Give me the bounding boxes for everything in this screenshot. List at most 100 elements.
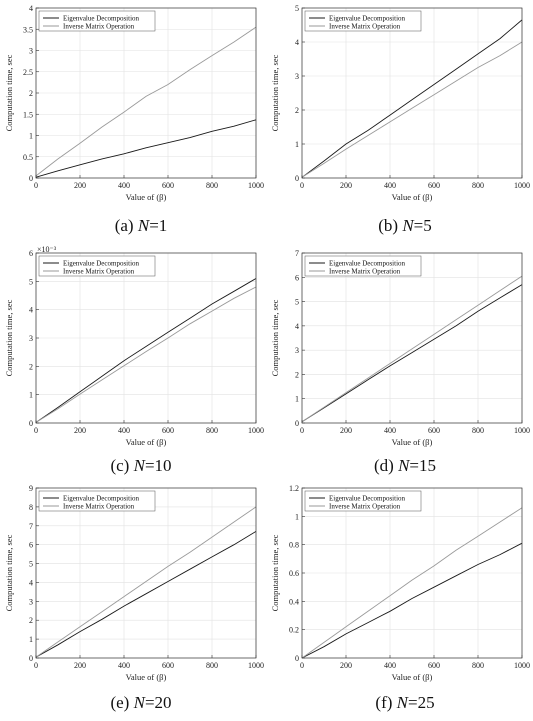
plot-area [36, 488, 256, 658]
x-tick-label: 200 [340, 426, 352, 435]
chart-d-svg: 0 200 400 600 800 1000 0 1 2 3 4 5 6 7 Value of (β) Com… [270, 249, 530, 447]
panel-e: 0 200 400 600 800 1000 0 1 2 3 4 5 6 7 8 9 Value of (β) C… [0, 480, 266, 690]
y-tick-label: 3 [29, 47, 33, 56]
x-tick-label: 600 [162, 426, 174, 435]
y-tick-label: 2.5 [23, 68, 33, 77]
legend-label-2: Inverse Matrix Operation [63, 503, 135, 511]
x-axis-label: Value of (β) [392, 437, 433, 447]
y-tick-label: 7 [295, 249, 299, 258]
axes-box [35, 487, 257, 659]
chart-c-svg: 0 200 400 600 800 1000 0 1 2 3 4 5 6 ×10⁻³ Value of (β… [4, 245, 264, 447]
x-tick-label: 200 [340, 181, 352, 190]
x-tick-label: 800 [472, 661, 484, 670]
legend-box [38, 255, 156, 277]
legend-label-1: Eigenvalue Decomposition [329, 260, 406, 268]
y-tick-label: 1 [29, 132, 33, 141]
axes-box [301, 252, 523, 424]
series-line-1 [301, 19, 523, 178]
y-tick-label: 6 [29, 541, 33, 550]
legend-label-2: Inverse Matrix Operation [63, 268, 135, 276]
series-line-1 [35, 119, 257, 178]
legend-box [304, 490, 422, 512]
y-axis-label: Computation time, sec [4, 534, 14, 611]
y-axis-label: Computation time, sec [4, 299, 14, 376]
y-tick-label: 6 [29, 249, 33, 258]
y-tick-label: 5 [29, 277, 33, 286]
legend-label-1: Eigenvalue Decomposition [329, 495, 406, 503]
panel-b: 0 200 400 600 800 1000 0 1 2 3 4 5 Value of (β) Compu… [266, 0, 532, 210]
x-tick-label: 600 [162, 181, 174, 190]
x-tick-label: 0 [300, 181, 304, 190]
x-axis-label: Value of (β) [392, 672, 433, 682]
x-tick-label: 0 [300, 426, 304, 435]
panel-d: 0 200 400 600 800 1000 0 1 2 3 4 5 6 7 Value of (β) Com… [266, 245, 532, 455]
caption-a: (a) N=1 [114, 216, 168, 235]
y-tick-label: 1.5 [23, 110, 33, 119]
y-tick-label: 1 [295, 512, 299, 521]
x-tick-label: 400 [384, 661, 396, 670]
y-tick-label: 5 [29, 560, 33, 569]
legend-label-1: Eigenvalue Decomposition [329, 15, 406, 23]
x-tick-label: 600 [428, 661, 440, 670]
x-tick-label: 800 [472, 181, 484, 190]
y-tick-label: 4 [29, 4, 33, 13]
y-tick-label: 3.5 [23, 25, 33, 34]
y-tick-label: 1.2 [289, 484, 299, 493]
legend-box [38, 10, 156, 32]
x-tick-label: 1000 [514, 426, 530, 435]
y-tick-label: 4 [29, 578, 33, 587]
y-tick-label: 4 [295, 322, 299, 331]
x-tick-label: 600 [428, 181, 440, 190]
x-tick-label: 1000 [248, 661, 264, 670]
y-axis-label: Computation time, sec [4, 54, 14, 131]
y-tick-label: 4 [29, 306, 33, 315]
y-tick-label: 1 [29, 635, 33, 644]
y-tick-label: 0 [29, 174, 33, 183]
x-axis-label: Value of (β) [392, 192, 433, 202]
y-tick-label: 1 [295, 395, 299, 404]
chart-b-svg: 0 200 400 600 800 1000 0 1 2 3 4 5 Value of (β) Compu… [270, 4, 530, 202]
axes-box [301, 7, 523, 179]
series-line-2 [35, 506, 257, 658]
x-tick-label: 200 [340, 661, 352, 670]
panel-f: 0 200 400 600 800 1000 0 0.2 0.4 0.6 0.8 1 1.2 Value … [266, 480, 532, 690]
legend-label-2: Inverse Matrix Operation [329, 503, 401, 511]
chart-e-svg: 0 200 400 600 800 1000 0 1 2 3 4 5 6 7 8 9 Value of (β) C… [4, 484, 264, 682]
caption-d: (d) N=15 [373, 456, 436, 475]
series-line-1 [35, 278, 257, 423]
series-line-2 [301, 41, 523, 178]
x-tick-label: 800 [206, 661, 218, 670]
x-tick-label: 400 [384, 181, 396, 190]
x-tick-label: 200 [74, 181, 86, 190]
legend-box [304, 255, 422, 277]
x-tick-label: 400 [118, 661, 130, 670]
x-tick-label: 1000 [514, 181, 530, 190]
x-axis-label: Value of (β) [126, 192, 167, 202]
series-line-1 [301, 284, 523, 423]
y-tick-label: 1 [295, 140, 299, 149]
y-tick-label: 1 [29, 391, 33, 400]
y-tick-label: 0.8 [289, 541, 299, 550]
x-tick-label: 1000 [514, 661, 530, 670]
x-tick-label: 0 [34, 426, 38, 435]
y-tick-label: 3 [295, 72, 299, 81]
x-tick-label: 400 [118, 426, 130, 435]
panel-c: 0 200 400 600 800 1000 0 1 2 3 4 5 6 ×10⁻³ Value of (β… [0, 245, 266, 455]
y-tick-label: 0 [295, 419, 299, 428]
y-tick-label: 3 [295, 346, 299, 355]
legend-box [38, 490, 156, 512]
y-tick-label: 0.5 [23, 153, 33, 162]
y-tick-label: 2 [295, 106, 299, 115]
legend-label-1: Eigenvalue Decomposition [63, 15, 140, 23]
x-tick-label: 0 [34, 181, 38, 190]
chart-a-svg: 0 200 400 600 800 1000 0 0.5 1 1.5 2 2.5 3 3.5 4 Value … [4, 4, 264, 202]
series-line-2 [35, 26, 257, 177]
legend-label-2: Inverse Matrix Operation [329, 268, 401, 276]
y-tick-label: 0 [295, 174, 299, 183]
x-tick-label: 400 [384, 426, 396, 435]
y-axis-label: Computation time, sec [270, 54, 280, 131]
legend-box [304, 10, 422, 32]
y-tick-label: 0 [295, 654, 299, 663]
y-tick-label: 7 [29, 522, 33, 531]
y-tick-label: 9 [29, 484, 33, 493]
